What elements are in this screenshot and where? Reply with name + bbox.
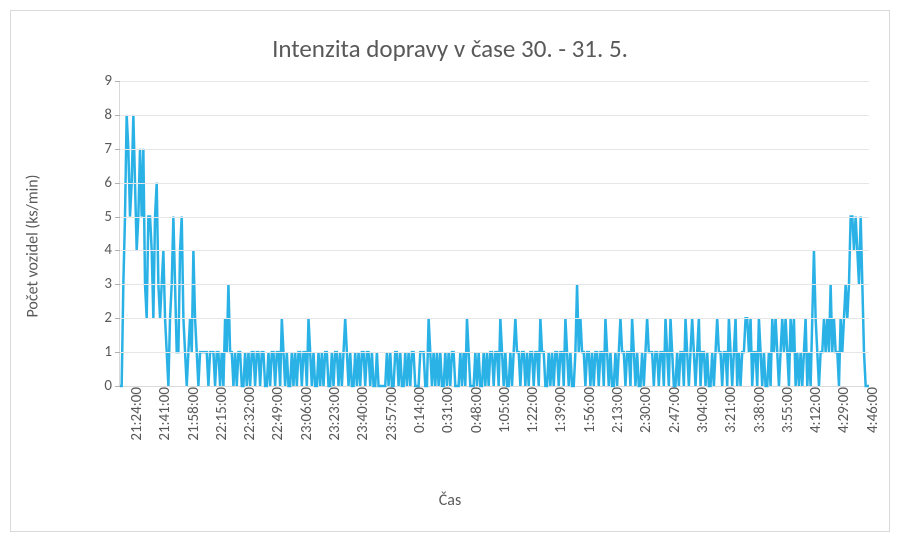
gridline	[120, 250, 869, 251]
x-tick-label: 3:04:00	[692, 386, 712, 433]
y-tick-label: 1	[104, 343, 120, 361]
y-tick-label: 3	[104, 275, 120, 293]
x-tick-label: 2:13:00	[607, 386, 627, 433]
x-tick-label: 4:46:00	[862, 386, 882, 433]
chart-container: Intenzita dopravy v čase 30. - 31. 5. Po…	[10, 10, 890, 532]
y-tick-label: 2	[104, 309, 120, 327]
x-tick-label: 22:15:00	[211, 386, 231, 441]
x-tick-label: 23:40:00	[352, 386, 372, 441]
x-tick-label: 22:49:00	[267, 386, 287, 441]
y-tick-label: 9	[104, 72, 120, 90]
gridline	[120, 318, 869, 319]
x-tick-label: 2:47:00	[664, 386, 684, 433]
x-tick-label: 0:31:00	[437, 386, 457, 433]
x-tick-label: 22:32:00	[239, 386, 259, 441]
gridline	[120, 183, 869, 184]
y-tick-label: 8	[104, 106, 120, 124]
x-tick-label: 1:39:00	[550, 386, 570, 433]
x-tick-label: 21:24:00	[126, 386, 146, 441]
y-tick-label: 7	[104, 140, 120, 158]
x-tick-label: 23:57:00	[381, 386, 401, 441]
x-tick-label: 1:56:00	[579, 386, 599, 433]
x-tick-label: 3:21:00	[720, 386, 740, 433]
x-tick-label: 0:14:00	[409, 386, 429, 433]
gridline	[120, 352, 869, 353]
x-tick-label: 23:06:00	[296, 386, 316, 441]
x-tick-label: 2:30:00	[635, 386, 655, 433]
x-tick-label: 4:12:00	[805, 386, 825, 433]
chart-title: Intenzita dopravy v čase 30. - 31. 5.	[11, 11, 889, 72]
gridline	[120, 115, 869, 116]
x-axis-title: Čas	[439, 491, 461, 510]
x-tick-label: 4:29:00	[833, 386, 853, 433]
y-tick-label: 5	[104, 208, 120, 226]
x-tick-label: 23:23:00	[324, 386, 344, 441]
plot-area: Počet vozidel (ks/min) 012345678921:24:0…	[71, 81, 869, 411]
x-tick-label: 21:41:00	[154, 386, 174, 441]
gridline	[120, 217, 869, 218]
gridline	[120, 81, 869, 82]
x-tick-label: 21:58:00	[183, 386, 203, 441]
x-tick-label: 1:05:00	[494, 386, 514, 433]
x-tick-label: 1:22:00	[522, 386, 542, 433]
x-tick-label: 3:38:00	[749, 386, 769, 433]
y-tick-label: 0	[104, 377, 120, 395]
y-tick-label: 6	[104, 174, 120, 192]
line-series	[120, 81, 869, 386]
y-tick-label: 4	[104, 241, 120, 259]
gridline	[120, 284, 869, 285]
x-tick-label: 3:55:00	[777, 386, 797, 433]
x-tick-label: 0:48:00	[466, 386, 486, 433]
gridline	[120, 149, 869, 150]
y-axis-title: Počet vozidel (ks/min)	[24, 174, 43, 317]
